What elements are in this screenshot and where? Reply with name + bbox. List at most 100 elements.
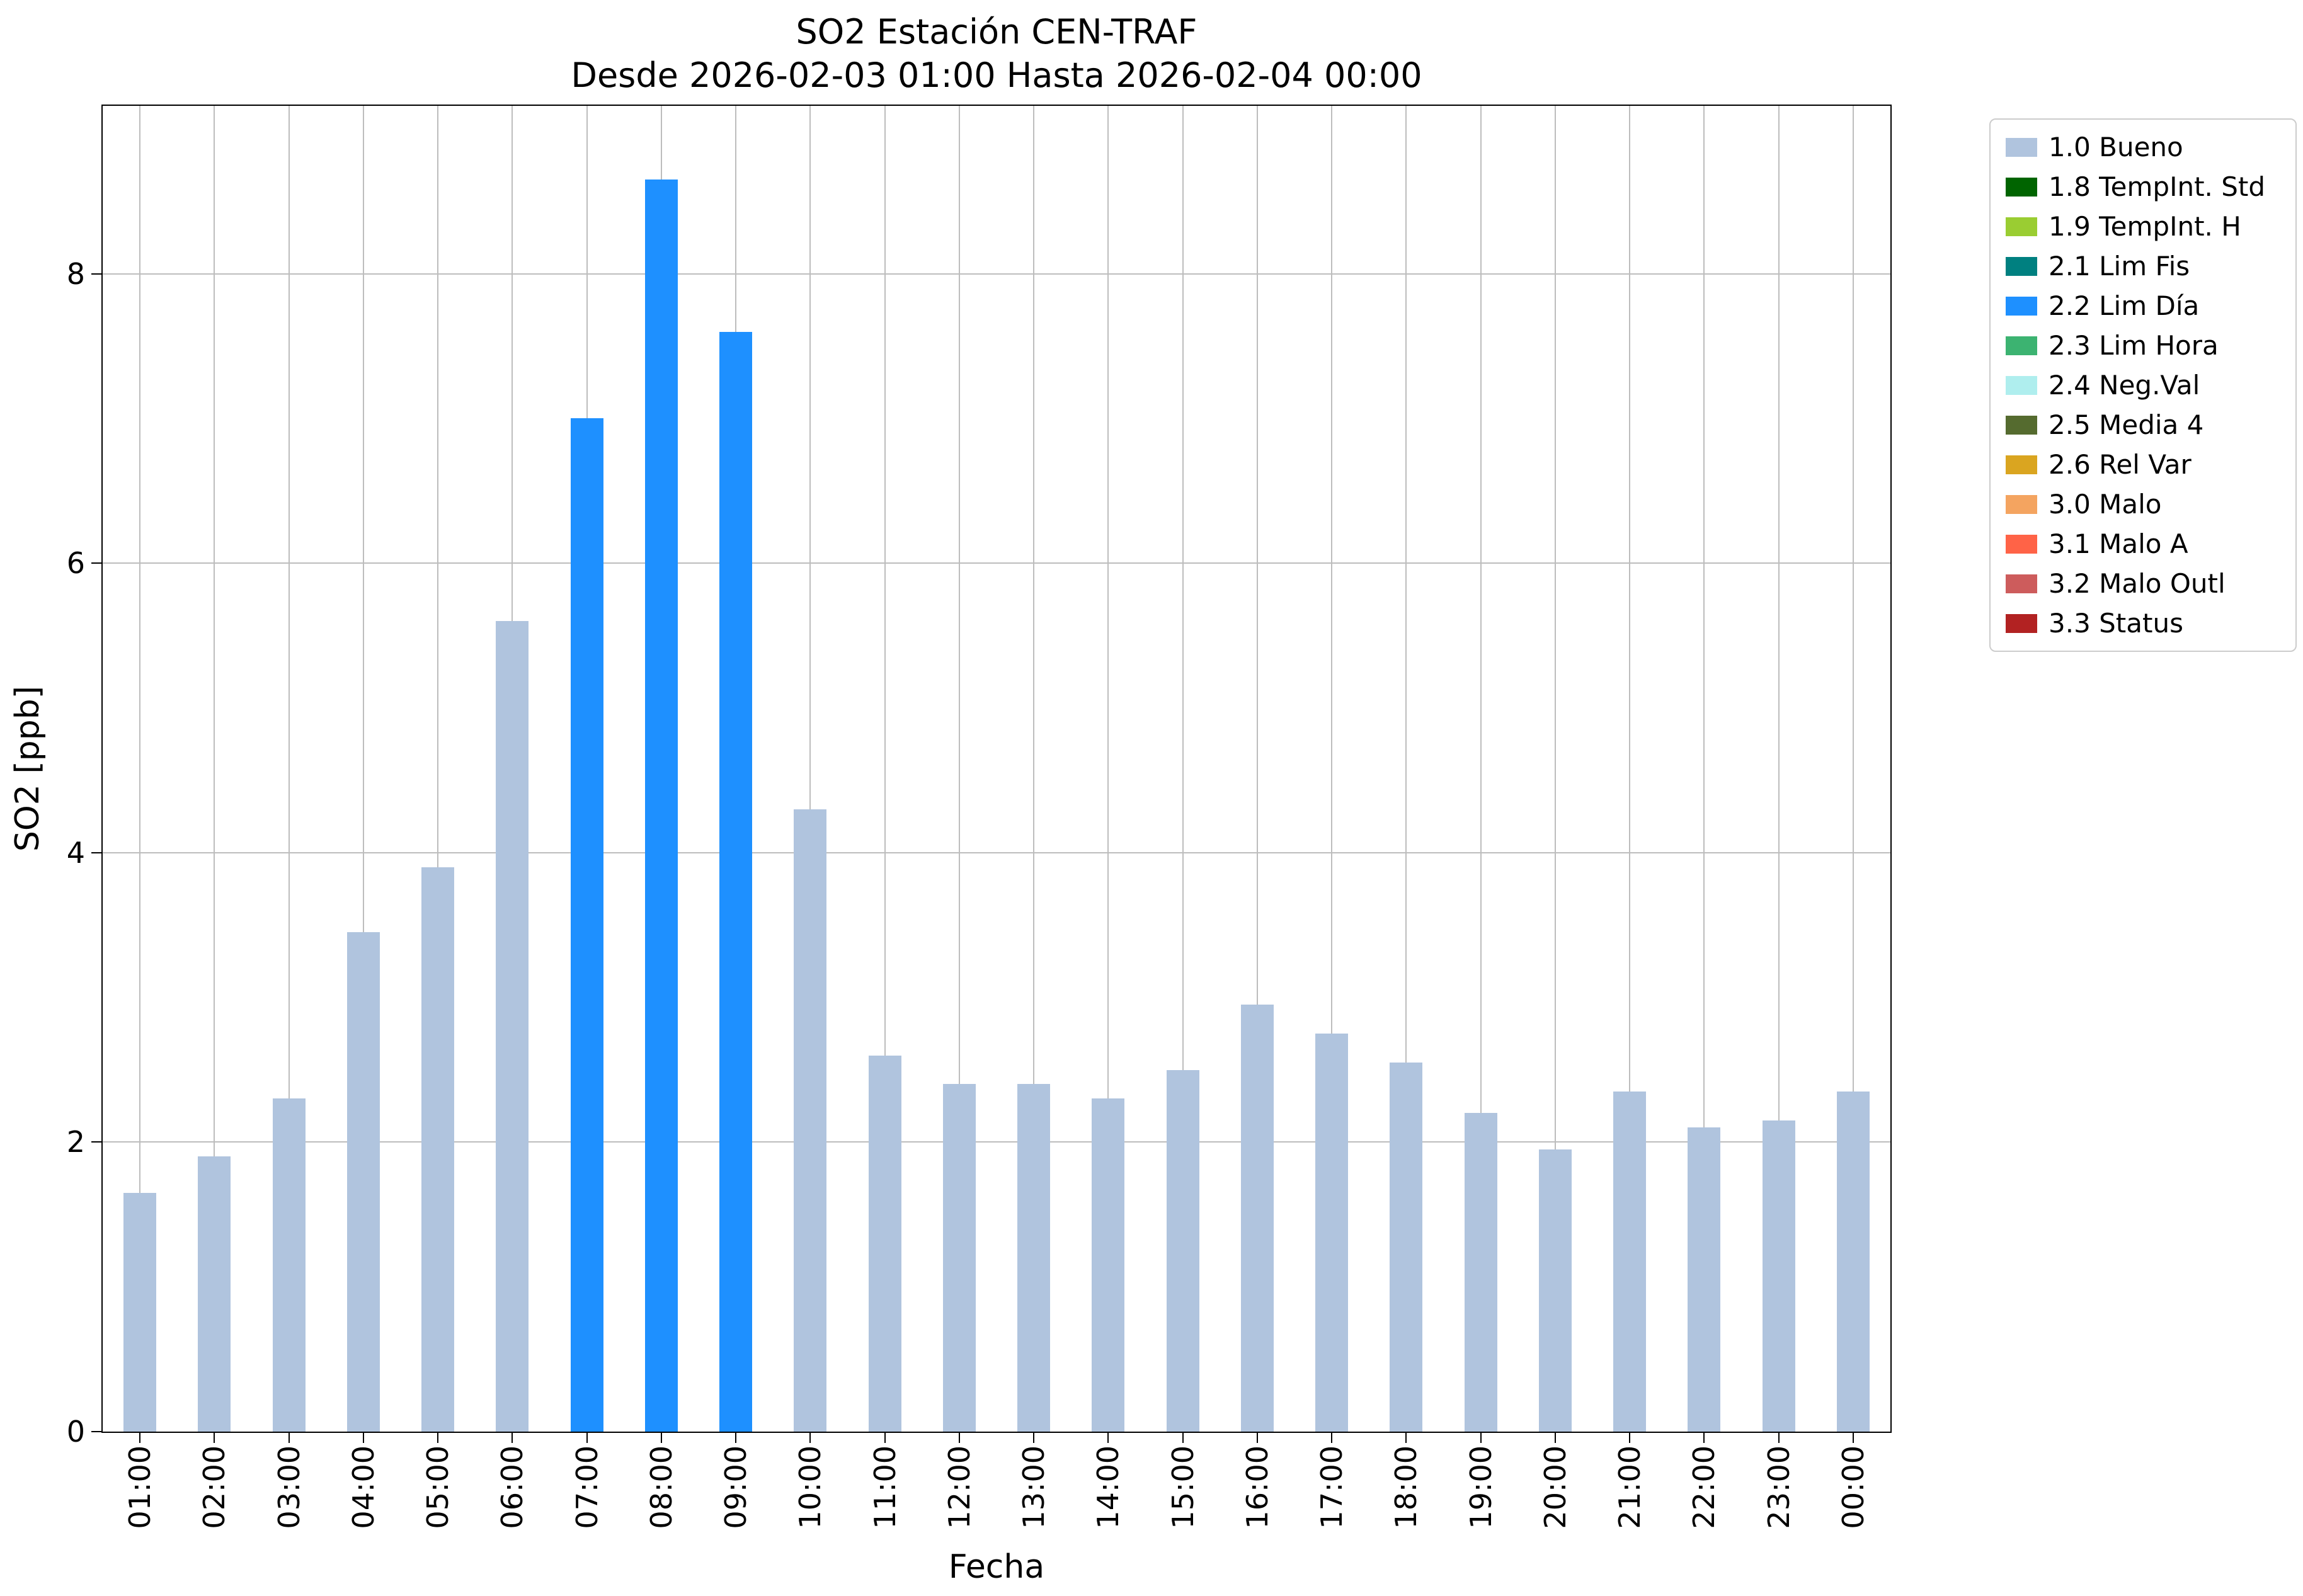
x-gridline xyxy=(1554,106,1556,1432)
x-gridline xyxy=(214,106,215,1432)
x-tick-label: 20:00 xyxy=(1538,1445,1572,1529)
x-tick xyxy=(586,1432,588,1443)
x-tick xyxy=(139,1432,141,1443)
legend-swatch xyxy=(2006,296,2037,316)
legend-item: 2.6 Rel Var xyxy=(1996,445,2290,484)
x-tick-label: 07:00 xyxy=(569,1445,604,1529)
x-gridline xyxy=(1703,106,1705,1432)
legend-label: 3.0 Malo xyxy=(2049,489,2162,520)
bar xyxy=(1762,1120,1795,1432)
bar xyxy=(1092,1098,1125,1432)
x-gridline xyxy=(1778,106,1780,1432)
y-tick xyxy=(91,1431,103,1432)
chart-subtitle: Desde 2026-02-03 01:00 Hasta 2026-02-04 … xyxy=(571,55,1422,96)
bar xyxy=(1017,1084,1051,1432)
legend-label: 2.1 Lim Fis xyxy=(2049,251,2190,282)
x-gridline xyxy=(362,106,364,1432)
y-tick-label: 2 xyxy=(66,1125,85,1160)
legend-label: 2.2 Lim Día xyxy=(2049,290,2200,321)
x-gridline xyxy=(1033,106,1035,1432)
legend-swatch xyxy=(2006,574,2037,593)
bar xyxy=(272,1098,306,1432)
x-tick xyxy=(1331,1432,1333,1443)
bar xyxy=(346,932,380,1432)
x-tick xyxy=(809,1432,811,1443)
x-tick xyxy=(288,1432,290,1443)
bar xyxy=(570,418,603,1432)
x-gridline xyxy=(958,106,960,1432)
x-gridline xyxy=(139,106,141,1432)
y-tick-label: 8 xyxy=(66,256,85,291)
x-tick-label: 16:00 xyxy=(1240,1445,1274,1529)
x-tick xyxy=(1033,1432,1035,1443)
legend-swatch xyxy=(2006,256,2037,276)
y-gridline xyxy=(103,852,1890,853)
legend-item: 1.9 TempInt. H xyxy=(1996,207,2290,246)
legend-label: 1.9 TempInt. H xyxy=(2049,211,2241,242)
x-tick xyxy=(1107,1432,1109,1443)
x-tick-label: 13:00 xyxy=(1017,1445,1051,1529)
x-tick xyxy=(511,1432,513,1443)
legend-item: 2.1 Lim Fis xyxy=(1996,246,2290,286)
legend-label: 2.3 Lim Hora xyxy=(2049,330,2219,361)
x-tick xyxy=(884,1432,886,1443)
legend-item: 3.2 Malo Outl xyxy=(1996,564,2290,603)
x-tick-label: 04:00 xyxy=(346,1445,380,1529)
bar xyxy=(1688,1127,1721,1432)
y-tick xyxy=(91,562,103,564)
x-gridline xyxy=(884,106,886,1432)
x-tick-label: 06:00 xyxy=(495,1445,530,1529)
x-axis-label: Fecha xyxy=(948,1548,1045,1586)
legend-label: 2.5 Media 4 xyxy=(2049,409,2204,440)
x-tick-label: 05:00 xyxy=(421,1445,455,1529)
x-tick xyxy=(1778,1432,1780,1443)
x-gridline xyxy=(1107,106,1109,1432)
legend-swatch xyxy=(2006,455,2037,474)
x-tick-label: 18:00 xyxy=(1389,1445,1424,1529)
x-gridline xyxy=(1331,106,1333,1432)
x-tick-label: 12:00 xyxy=(942,1445,976,1529)
x-tick xyxy=(1852,1432,1854,1443)
x-tick-label: 22:00 xyxy=(1687,1445,1722,1529)
legend: 1.0 Bueno 1.8 TempInt. Std 1.9 TempInt. H 2… xyxy=(1989,118,2297,652)
y-tick-label: 0 xyxy=(66,1415,85,1449)
legend-label: 1.0 Bueno xyxy=(2049,132,2183,162)
x-tick-label: 09:00 xyxy=(719,1445,753,1529)
legend-swatch xyxy=(2006,137,2037,157)
x-gridline xyxy=(1256,106,1258,1432)
x-tick xyxy=(735,1432,737,1443)
x-gridline xyxy=(1182,106,1184,1432)
legend-swatch xyxy=(2006,415,2037,435)
legend-swatch xyxy=(2006,375,2037,395)
bar xyxy=(868,1055,901,1432)
bar xyxy=(1315,1034,1349,1432)
bar xyxy=(198,1156,231,1432)
legend-item: 2.2 Lim Día xyxy=(1996,286,2290,326)
x-tick xyxy=(1256,1432,1258,1443)
y-gridline xyxy=(103,273,1890,275)
bar xyxy=(123,1192,157,1432)
legend-swatch xyxy=(2006,534,2037,554)
legend-item: 2.5 Media 4 xyxy=(1996,405,2290,445)
bar xyxy=(1538,1149,1572,1432)
x-tick xyxy=(1405,1432,1407,1443)
x-tick xyxy=(214,1432,215,1443)
x-tick-label: 01:00 xyxy=(123,1445,157,1529)
plot-area: 0 2 4 6 8 01:00 02:00 03:00 04:00 05:00 06:00 07:00… xyxy=(67,105,1892,1529)
x-tick-label: 14:00 xyxy=(1091,1445,1126,1529)
x-tick-label: 15:00 xyxy=(1165,1445,1200,1529)
x-tick xyxy=(1629,1432,1631,1443)
bar xyxy=(942,1084,976,1432)
x-gridline xyxy=(437,106,439,1432)
legend-item: 1.0 Bueno xyxy=(1996,127,2290,167)
chart-title-block: SO2 Estación CEN-TRAF Desde 2026-02-03 0… xyxy=(101,10,1892,97)
x-tick xyxy=(1554,1432,1556,1443)
y-axis-label-wrap: SO2 [ppb] xyxy=(5,105,50,1433)
bar xyxy=(719,331,753,1432)
x-gridline xyxy=(809,106,811,1432)
bar xyxy=(1613,1091,1647,1432)
legend-label: 2.4 Neg.Val xyxy=(2049,370,2200,401)
legend-label: 2.6 Rel Var xyxy=(2049,449,2192,480)
x-tick-label: 21:00 xyxy=(1613,1445,1647,1529)
